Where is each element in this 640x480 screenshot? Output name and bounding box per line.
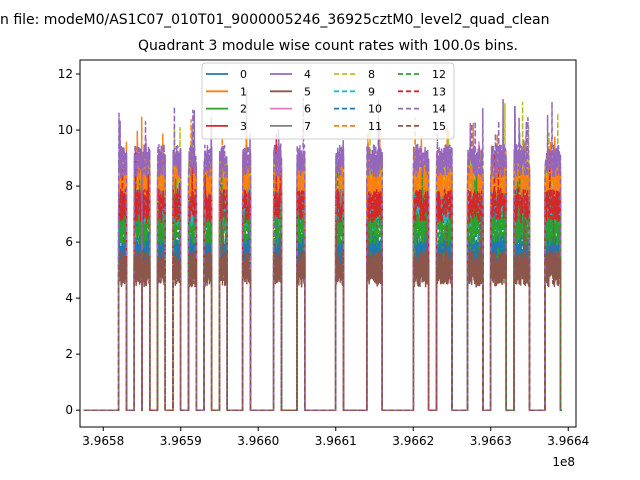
legend-label-8: 8 [368,68,375,81]
legend-label-5: 5 [304,85,311,98]
y-tick-label: 0 [65,403,73,417]
x-offset-label: 1e8 [552,455,575,469]
legend-label-1: 1 [240,85,247,98]
legend-label-10: 10 [368,103,382,116]
series-10-line [83,177,562,411]
x-tick-label: 3.9660 [237,434,279,448]
x-tick-label: 3.9661 [315,434,357,448]
legend-label-11: 11 [368,120,382,133]
series-11-line [83,115,562,411]
y-tick-label: 12 [58,67,73,81]
x-tick-label: 3.9663 [470,434,512,448]
legend-label-15: 15 [432,120,446,133]
legend-label-6: 6 [304,103,311,116]
legend-label-9: 9 [368,85,375,98]
y-tick-label: 4 [65,291,73,305]
suptitle: n file: modeM0/AS1C07_010T01_9000005246_… [0,12,549,28]
legend-label-14: 14 [432,103,446,116]
legend-label-12: 12 [432,68,446,81]
series-layer [83,89,562,411]
chart-title: Quadrant 3 module wise count rates with … [138,38,518,54]
y-tick-label: 8 [65,179,73,193]
legend-box [201,62,455,140]
series-14-line [83,97,562,411]
x-tick-label: 3.9662 [392,434,434,448]
legend-label-4: 4 [304,68,311,81]
series-12-line [83,162,562,411]
x-tick-label: 3.9659 [160,434,202,448]
legend-label-2: 2 [240,103,247,116]
axes-frame [79,59,577,428]
y-tick-label: 10 [58,123,73,137]
x-tick-label: 3.9664 [547,434,589,448]
y-tick-label: 2 [65,347,73,361]
x-tick-label: 3.9658 [82,434,124,448]
y-tick-label: 6 [65,235,73,249]
legend-label-7: 7 [304,120,311,133]
series-13-line [83,138,562,411]
legend-label-3: 3 [240,120,247,133]
series-15-line [83,192,562,411]
legend-label-0: 0 [240,68,247,81]
legend-label-13: 13 [432,85,446,98]
